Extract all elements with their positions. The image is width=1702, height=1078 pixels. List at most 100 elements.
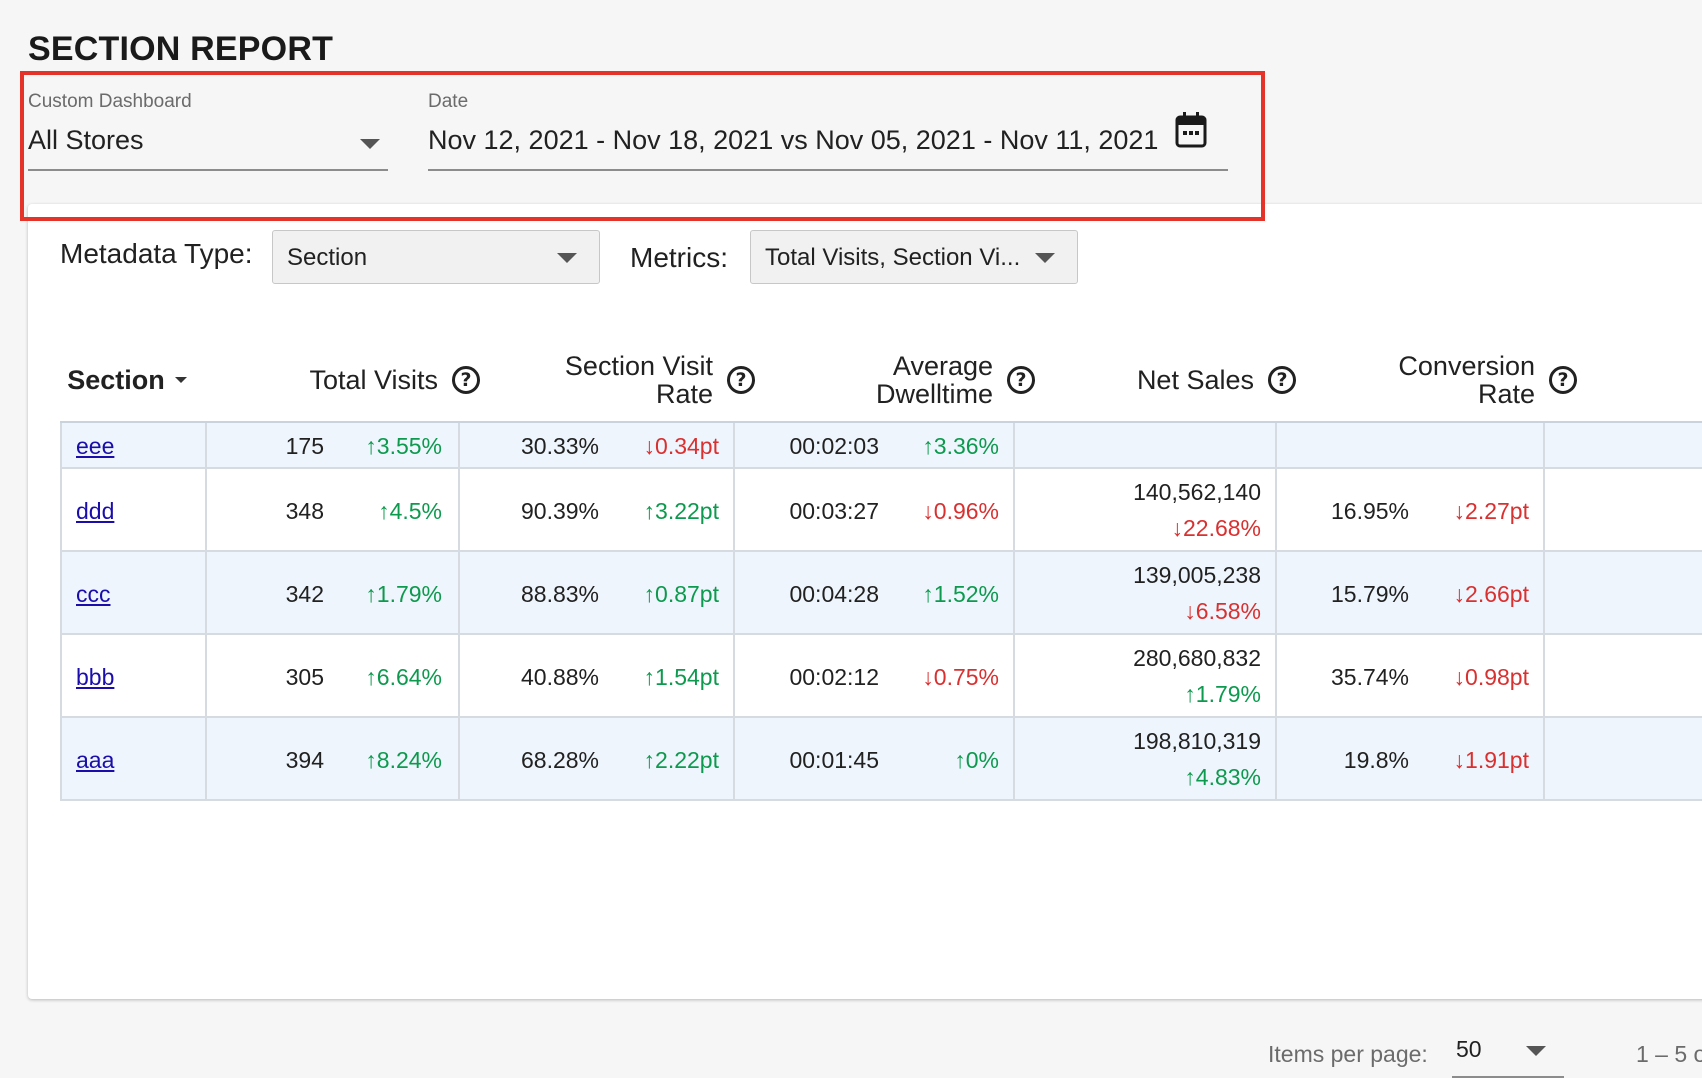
chevron-down-icon xyxy=(1035,253,1055,263)
table-cell: 40.88% ↑1.54pt xyxy=(460,635,735,716)
items-per-page-value: 50 xyxy=(1456,1036,1482,1062)
total-visits-value: 175 xyxy=(285,433,324,459)
table-cell: 00:01:45 ↑0% xyxy=(735,718,1015,799)
table-cell: 342 ↑1.79% xyxy=(207,552,460,633)
metadata-type-value: Section xyxy=(287,244,368,271)
net-sales-value: 198,810,319 xyxy=(1133,728,1261,754)
section-visit-rate-value: 30.33% xyxy=(520,433,599,459)
section-link[interactable]: ddd xyxy=(76,497,115,524)
help-icon[interactable]: ? xyxy=(1007,366,1035,394)
section-visit-rate-value: 40.88% xyxy=(520,663,599,690)
table-row: bbb 305 ↑6.64% 40.88% ↑1.54pt 00:02:12 ↓0.75% 2… xyxy=(60,635,1702,718)
net-sales-value: 139,005,238 xyxy=(1133,562,1261,588)
help-icon[interactable]: ? xyxy=(1268,366,1296,394)
total-visits-value: 348 xyxy=(285,497,324,524)
metrics-select[interactable]: Total Visits, Section Vi... xyxy=(750,230,1078,284)
section-visit-rate-change: ↑1.54pt xyxy=(643,663,719,690)
average-dwelltime-value: 00:02:03 xyxy=(789,433,879,459)
table-cell xyxy=(1545,718,1702,799)
column-header-total-visits: Total Visits ? xyxy=(220,339,480,421)
total-visits-change: ↑4.5% xyxy=(378,497,442,524)
net-sales-change: ↑4.83% xyxy=(1184,764,1261,790)
section-visit-rate-value: 88.83% xyxy=(520,580,599,607)
help-icon[interactable]: ? xyxy=(727,366,755,394)
average-dwelltime-value: 00:01:45 xyxy=(789,746,879,773)
metadata-type-select[interactable]: Section xyxy=(272,230,600,284)
table-cell: 30.33% ↓0.34pt xyxy=(460,423,735,467)
section-visit-rate-value: 90.39% xyxy=(520,497,599,524)
table-cell: 88.83% ↑0.87pt xyxy=(460,552,735,633)
header-line: Dwelltime xyxy=(875,379,993,409)
metrics-value: Total Visits, Section Vi... xyxy=(765,244,1021,271)
table-cell: 00:03:27 ↓0.96% xyxy=(735,469,1015,550)
custom-dashboard-select[interactable]: Custom Dashboard All Stores xyxy=(28,91,388,171)
net-sales-value: 280,680,832 xyxy=(1133,645,1261,671)
table-cell: 280,680,832 ↑1.79% xyxy=(1015,635,1277,716)
table-cell: 35.74% ↓0.98pt xyxy=(1277,635,1545,716)
table-cell: 68.28% ↑2.22pt xyxy=(460,718,735,799)
date-range-field[interactable]: Date Nov 12, 2021 - Nov 18, 2021 vs Nov … xyxy=(428,91,1228,171)
sort-desc-icon xyxy=(174,377,187,383)
column-header-conversion-rate-label: Conversion Rate xyxy=(1398,352,1535,408)
table-cell: 90.39% ↑3.22pt xyxy=(460,469,735,550)
custom-dashboard-label: Custom Dashboard xyxy=(28,91,192,112)
custom-dashboard-value: All Stores xyxy=(28,125,144,155)
conversion-rate-value: 15.79% xyxy=(1330,580,1409,607)
section-link[interactable]: ccc xyxy=(76,580,111,607)
field-underline xyxy=(428,169,1228,171)
chevron-down-icon xyxy=(1526,1046,1546,1056)
chevron-down-icon xyxy=(557,253,577,263)
section-link[interactable]: eee xyxy=(76,433,115,459)
section-visit-rate-value: 68.28% xyxy=(520,746,599,773)
total-visits-value: 342 xyxy=(285,580,324,607)
table-cell xyxy=(1545,469,1702,550)
table-cell xyxy=(1545,552,1702,633)
items-per-page-select[interactable]: 50 xyxy=(1452,1030,1564,1078)
table-cell: 15.79% ↓2.66pt xyxy=(1277,552,1545,633)
help-icon[interactable]: ? xyxy=(452,366,480,394)
table-cell xyxy=(1545,423,1702,467)
column-header-net-sales: Net Sales ? xyxy=(1060,339,1296,421)
table-cell: 19.8% ↓1.91pt xyxy=(1277,718,1545,799)
table-cell: ccc xyxy=(60,552,207,633)
average-dwelltime-change: ↑1.52% xyxy=(922,580,999,607)
date-range-value: Nov 12, 2021 - Nov 18, 2021 vs Nov 05, 2… xyxy=(428,125,1159,155)
metrics-label: Metrics: xyxy=(630,242,728,273)
table-cell xyxy=(1015,423,1277,467)
total-visits-value: 394 xyxy=(285,746,324,773)
conversion-rate-change: ↓0.98pt xyxy=(1453,663,1529,690)
help-icon[interactable]: ? xyxy=(1549,366,1577,394)
section-link[interactable]: bbb xyxy=(76,663,115,690)
header-line: Section Visit xyxy=(564,351,713,381)
table-cell: 140,562,140 ↓22.68% xyxy=(1015,469,1277,550)
column-header-section[interactable]: Section xyxy=(60,339,194,421)
table-cell: 00:02:12 ↓0.75% xyxy=(735,635,1015,716)
table-cell: 394 ↑8.24% xyxy=(207,718,460,799)
net-sales-value: 140,562,140 xyxy=(1133,479,1261,505)
total-visits-change: ↑3.55% xyxy=(365,433,442,459)
conversion-rate-value: 16.95% xyxy=(1330,497,1409,524)
section-link[interactable]: aaa xyxy=(76,746,115,773)
section-table: Section Total Visits ? Section Visit Rat… xyxy=(60,339,1702,979)
calendar-icon[interactable] xyxy=(1174,111,1208,149)
table-cell: 198,810,319 ↑4.83% xyxy=(1015,718,1277,799)
table-cell: aaa xyxy=(60,718,207,799)
total-visits-change: ↑8.24% xyxy=(365,746,442,773)
page-title: SECTION REPORT xyxy=(28,30,334,68)
average-dwelltime-change: ↓0.75% xyxy=(922,663,999,690)
section-visit-rate-change: ↑0.87pt xyxy=(643,580,719,607)
metadata-type-label: Metadata Type: xyxy=(60,238,253,269)
total-visits-value: 305 xyxy=(285,663,324,690)
table-cell xyxy=(1545,635,1702,716)
table-body: eee 175 ↑3.55% 30.33% ↓0.34pt 00:02:03 ↑3.36% d… xyxy=(60,421,1702,801)
total-visits-change: ↑6.64% xyxy=(365,663,442,690)
conversion-rate-change: ↓2.27pt xyxy=(1453,497,1529,524)
column-header-conversion-rate: Conversion Rate ? xyxy=(1320,339,1577,421)
conversion-rate-value: 35.74% xyxy=(1330,663,1409,690)
net-sales-change: ↑1.79% xyxy=(1184,681,1261,707)
column-header-section-label: Section xyxy=(67,365,165,395)
column-header-net-sales-label: Net Sales xyxy=(1136,365,1254,395)
table-row: ddd 348 ↑4.5% 90.39% ↑3.22pt 00:03:27 ↓0.96% 14… xyxy=(60,469,1702,552)
table-cell: 16.95% ↓2.27pt xyxy=(1277,469,1545,550)
section-visit-rate-change: ↓0.34pt xyxy=(643,433,719,459)
